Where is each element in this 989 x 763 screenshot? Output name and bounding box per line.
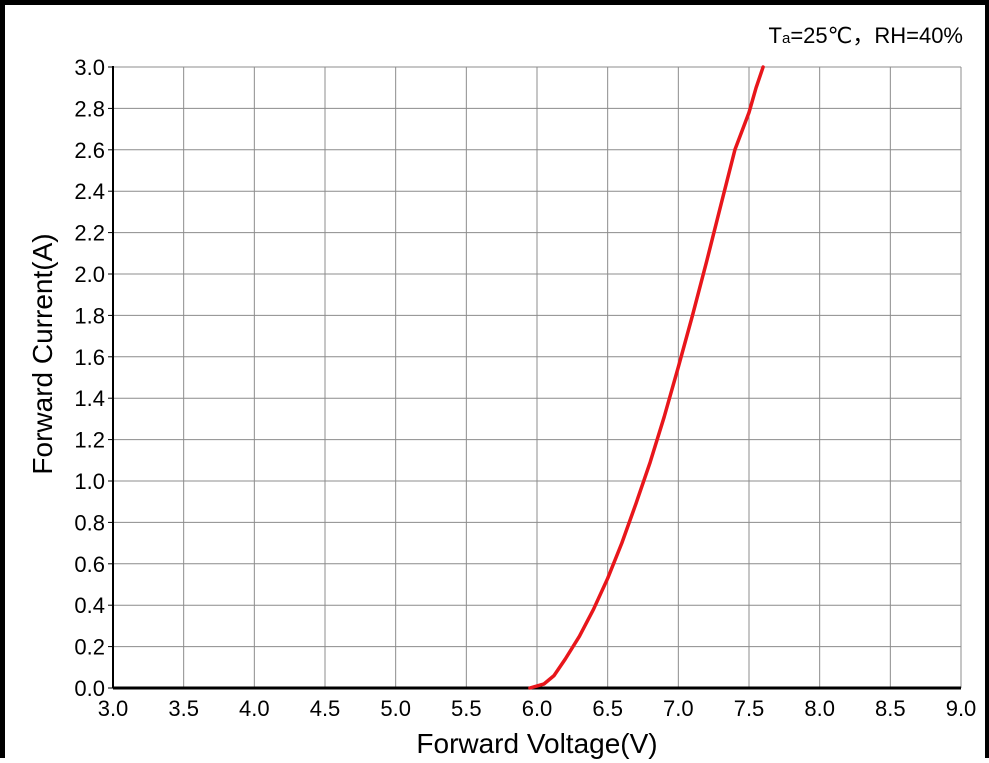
x-tick-label: 3.0 bbox=[98, 696, 129, 721]
axes bbox=[108, 66, 961, 690]
x-tick-label: 9.0 bbox=[946, 696, 977, 721]
x-tick-label: 6.0 bbox=[522, 696, 553, 721]
y-tick-label: 0.6 bbox=[74, 552, 105, 577]
y-tick-label: 0.4 bbox=[74, 593, 105, 618]
y-tick-label: 1.2 bbox=[74, 428, 105, 453]
x-axis-label: Forward Voltage(V) bbox=[416, 728, 657, 759]
x-tick-label: 7.0 bbox=[663, 696, 694, 721]
y-tick-label: 1.8 bbox=[74, 303, 105, 328]
annotation-prefix: T bbox=[769, 23, 782, 48]
series-line bbox=[528, 65, 765, 690]
y-axis-label: Forward Current(A) bbox=[27, 233, 58, 474]
tick-labels: 3.0 3.5 4.0 4.5 5.0 5.5 6.0 6.5 7.0 7.5 8.0 8.5 9.0 0… bbox=[74, 55, 976, 721]
x-tick-label: 6.5 bbox=[592, 696, 623, 721]
y-tick-label: 2.2 bbox=[74, 221, 105, 246]
y-tick-label: 1.6 bbox=[74, 345, 105, 370]
y-tick-label: 2.4 bbox=[74, 179, 105, 204]
y-tick-label: 1.0 bbox=[74, 469, 105, 494]
annotation-subscript: a bbox=[782, 30, 791, 47]
grid-lines bbox=[113, 66, 962, 688]
x-tick-label: 7.5 bbox=[734, 696, 765, 721]
x-tick-label: 4.0 bbox=[239, 696, 270, 721]
y-tick-label: 0.2 bbox=[74, 635, 105, 660]
x-tick-label: 5.5 bbox=[451, 696, 482, 721]
x-tick-label: 8.0 bbox=[804, 696, 835, 721]
y-tick-label: 1.4 bbox=[74, 386, 105, 411]
x-tick-label: 8.5 bbox=[875, 696, 906, 721]
condition-annotation: Ta=25℃，RH=40% bbox=[769, 23, 963, 48]
x-tick-label: 3.5 bbox=[168, 696, 199, 721]
y-tick-label: 0.0 bbox=[74, 676, 105, 701]
iv-curve-chart: 3.0 3.5 4.0 4.5 5.0 5.5 6.0 6.5 7.0 7.5 8.0 8.5 9.0 0… bbox=[27, 23, 976, 759]
y-tick-label: 2.8 bbox=[74, 96, 105, 121]
x-tick-label: 5.0 bbox=[380, 696, 411, 721]
y-tick-label: 0.8 bbox=[74, 510, 105, 535]
y-tick-label: 3.0 bbox=[74, 55, 105, 80]
series-layer bbox=[528, 65, 765, 690]
annotation-suffix: =25℃，RH=40% bbox=[790, 23, 963, 48]
x-tick-label: 4.5 bbox=[310, 696, 341, 721]
y-tick-label: 2.0 bbox=[74, 262, 105, 287]
y-tick-label: 2.6 bbox=[74, 138, 105, 163]
